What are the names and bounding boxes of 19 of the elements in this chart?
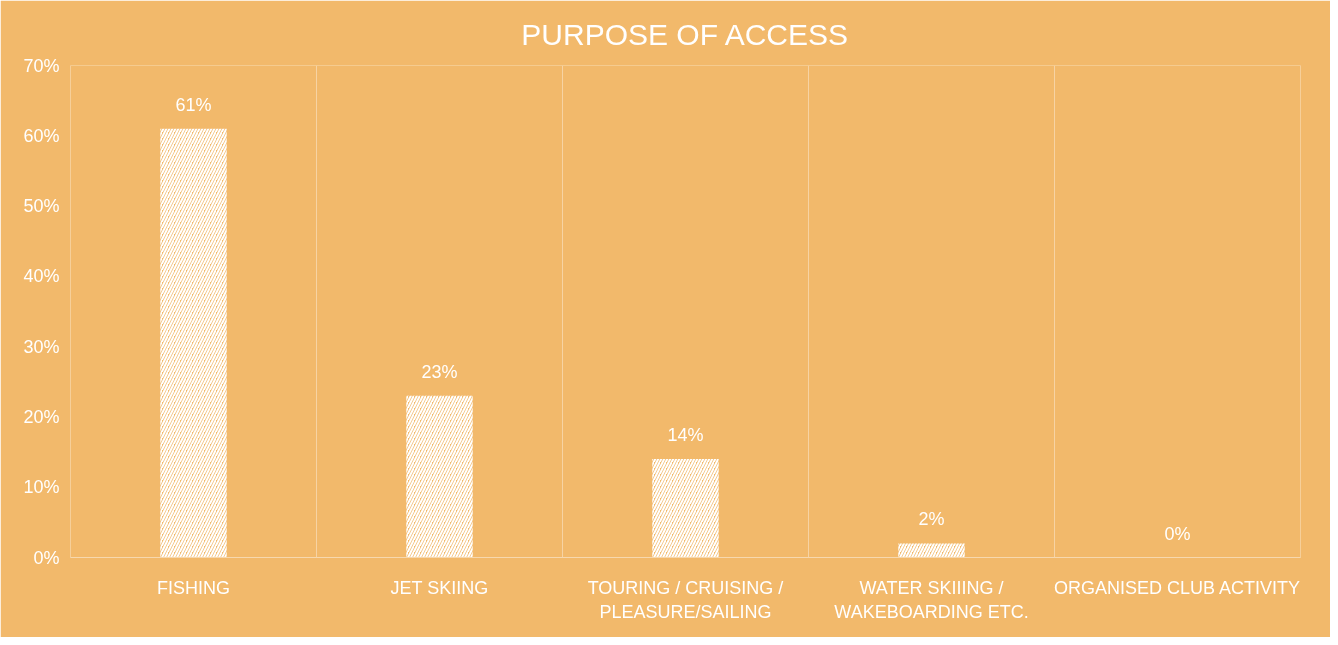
y-tick-label: 40% [23,266,60,287]
data-label: 14% [667,425,704,446]
y-tick-label: 50% [23,196,60,217]
y-tick-label: 30% [23,336,60,357]
y-tick-label: 20% [23,406,60,427]
data-label: 2% [918,509,945,530]
x-tick-label: FISHING [157,577,231,598]
y-tick-label: 10% [23,477,60,498]
data-label: 23% [421,361,458,382]
x-tick-label: ORGANISED CLUB ACTIVITY [1053,577,1301,598]
x-tick-label: TOURING / CRUISING / PLEASURE/SAILING [587,577,784,622]
y-tick-label: 60% [23,125,60,146]
data-label: 0% [1164,523,1191,544]
y-tick-label: 0% [33,547,60,568]
x-tick-label: JET SKIING [390,577,489,598]
chart-title: PURPOSE OF ACCESS [521,17,849,51]
x-tick-label: WATER SKIIING / WAKEBOARDING ETC. [834,577,1029,622]
y-tick-label: 70% [23,55,60,76]
data-label: 61% [175,94,212,115]
